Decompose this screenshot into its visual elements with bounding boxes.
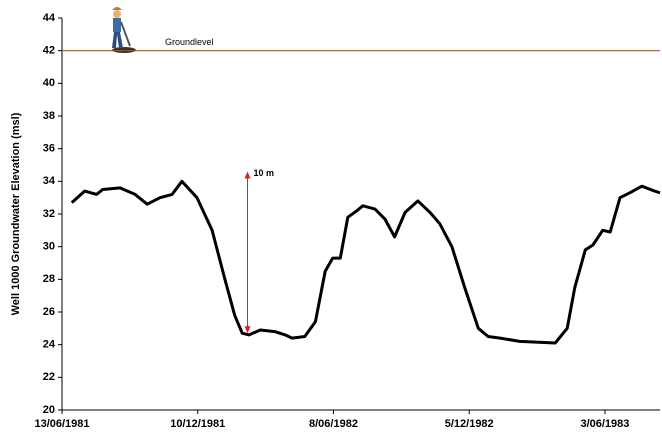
- arrow-part: [245, 172, 251, 179]
- y-tick-label: 40: [43, 77, 55, 89]
- y-tick-label: 36: [43, 143, 55, 155]
- x-tick-label: 13/06/1981: [34, 418, 89, 430]
- y-tick-label: 22: [43, 371, 55, 383]
- x-tick-label: 10/12/1981: [170, 418, 225, 430]
- y-axis-title: Well 1000 Groundwater Elevation (msl): [10, 112, 22, 315]
- x-tick-label: 8/06/1982: [309, 418, 358, 430]
- y-tick-label: 20: [43, 404, 55, 416]
- y-tick-label: 44: [43, 12, 56, 24]
- y-tick-label: 24: [43, 339, 56, 351]
- y-tick-label: 42: [43, 45, 55, 57]
- arrow: [245, 172, 251, 334]
- chart: Well 1000 Groundwater Elevation (msl) 20…: [0, 0, 662, 435]
- y-tick-label: 26: [43, 306, 55, 318]
- x-tick-label: 3/06/1983: [580, 418, 629, 430]
- y-tick-label: 30: [43, 241, 55, 253]
- y-tick-label: 28: [43, 273, 55, 285]
- arrow-label: 10 m: [254, 168, 275, 178]
- arrow-part: [245, 326, 251, 333]
- data-line: [72, 181, 660, 343]
- x-tick-label: 5/12/1982: [445, 418, 494, 430]
- groundlevel-label: Groundlevel: [165, 37, 214, 47]
- y-tick-label: 32: [43, 208, 55, 220]
- person-icon: [112, 7, 136, 53]
- y-tick-label: 34: [43, 175, 56, 187]
- y-tick-label: 38: [43, 110, 55, 122]
